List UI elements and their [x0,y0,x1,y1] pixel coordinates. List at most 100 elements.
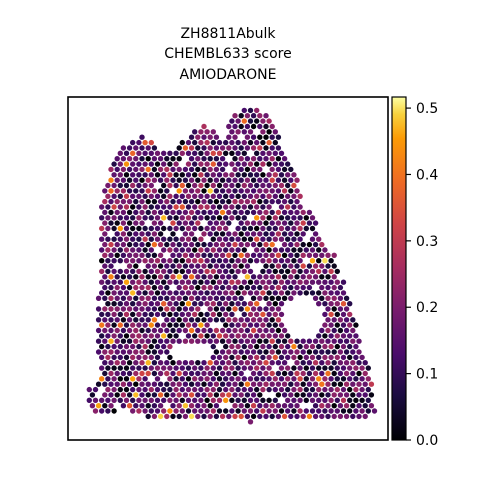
spot [161,333,167,339]
spot [130,172,136,178]
spot [157,220,164,226]
spot [151,188,158,194]
spot [195,327,201,334]
spot [192,182,198,189]
spot [288,413,294,420]
colorbar-tick-label: 0.5 [416,101,438,117]
spot [278,161,285,167]
spot [167,365,173,371]
spot [325,392,331,398]
spot [229,118,235,124]
spot [176,156,182,162]
spot [254,365,260,371]
spot [204,215,210,221]
spot [260,279,266,285]
spot [362,403,368,409]
spot [275,338,282,344]
spot [157,306,164,312]
spot [111,397,117,403]
spot [241,150,247,156]
spot [207,156,213,162]
spot [250,349,257,355]
spot [319,284,325,291]
spot [331,295,337,301]
spot [130,290,136,296]
spot [148,397,154,403]
spot [334,365,340,371]
spot [167,258,173,264]
spot [173,290,179,296]
spot [269,241,275,248]
spot [219,209,226,216]
spot [170,306,176,312]
spot [322,258,328,264]
spot [161,258,167,264]
spot [176,263,182,269]
spot [207,166,213,173]
spot [260,354,266,361]
spot [133,241,139,248]
spot [235,193,241,199]
spot [154,322,161,328]
spot [164,241,170,248]
spot [325,349,331,355]
spot [309,386,316,393]
spot [136,376,142,382]
spot [359,397,365,403]
spot [111,311,117,318]
spot [223,301,229,307]
spot [235,301,241,307]
spot [161,182,167,189]
spot [176,360,182,366]
spot [275,220,282,226]
spot [108,209,114,216]
spot [229,182,235,189]
spot [99,343,105,350]
spot [260,172,266,178]
spot [322,408,328,414]
spot [247,161,254,167]
spot [322,365,328,371]
spot [154,290,161,296]
spot [111,193,117,199]
spot [229,204,235,210]
spot [300,338,306,344]
spot [278,386,285,393]
spot [223,236,229,242]
spot [322,311,328,318]
spot [108,392,114,398]
spot [275,295,282,301]
spot [254,193,260,199]
colorbar-tick-label: 0.3 [416,234,438,250]
spot [306,241,313,248]
spot [108,327,114,334]
spot [257,349,263,355]
spot [229,215,235,221]
spot [164,156,170,162]
spot [340,333,347,339]
spot [179,247,185,253]
spot [250,252,257,258]
spot [272,333,278,339]
spot [300,252,306,258]
spot [244,145,251,151]
spot [294,349,300,355]
spot [254,161,260,167]
spot [226,188,232,194]
spot [130,247,136,253]
spot [176,306,182,312]
spot [232,134,238,140]
spot [343,295,350,301]
spot [170,220,176,226]
spot [126,349,133,355]
spot [195,295,201,301]
spot [347,301,353,307]
spot [170,166,176,173]
spot [266,129,272,135]
spot [285,408,291,414]
spot [322,301,328,307]
spot [325,338,331,344]
spot [148,301,154,307]
spot [164,370,170,377]
spot [185,182,192,189]
